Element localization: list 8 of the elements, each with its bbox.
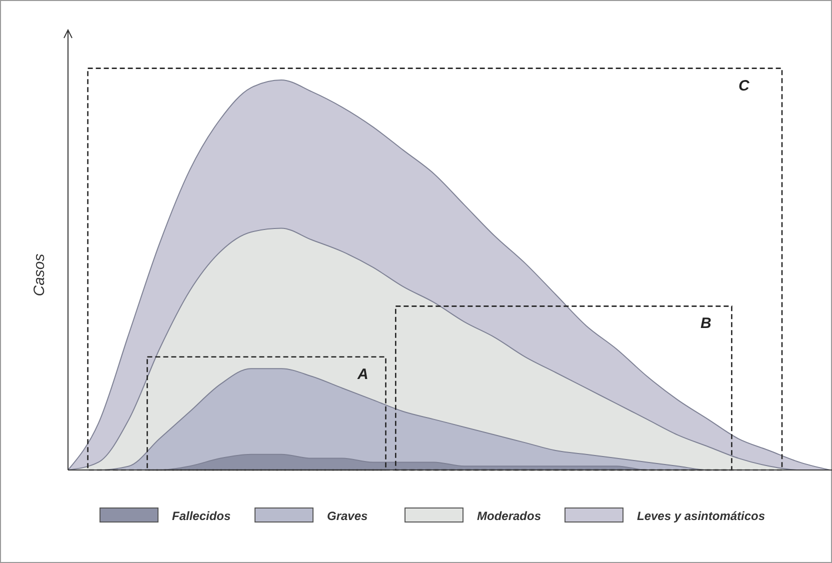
annotation: B bbox=[700, 315, 712, 332]
annotation: C bbox=[738, 77, 751, 94]
annotation: A bbox=[356, 366, 368, 383]
legend-label: Graves bbox=[327, 509, 368, 523]
legend-label: Leves y asintomáticos bbox=[637, 509, 766, 523]
y-axis-title: Casos bbox=[31, 253, 48, 296]
legend-label: Fallecidos bbox=[172, 509, 232, 523]
legend-label: Moderados bbox=[477, 509, 542, 523]
